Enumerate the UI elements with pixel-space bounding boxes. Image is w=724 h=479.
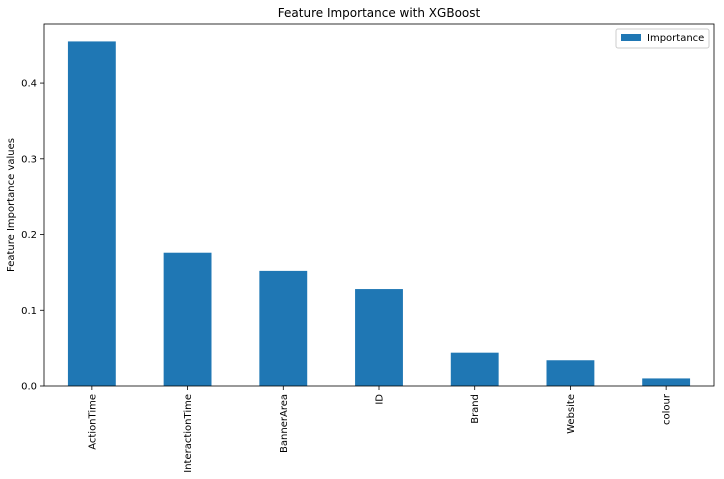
x-tick-label: colour — [662, 393, 673, 425]
legend-frame — [615, 28, 710, 49]
x-tick-label: BannerArea — [279, 394, 290, 453]
bar-bannerarea — [259, 270, 308, 386]
y-tick-label: 0.4 — [21, 79, 37, 90]
legend: Importance — [615, 28, 710, 49]
legend-label: Importance — [647, 33, 704, 44]
y-tick-label: 0.2 — [21, 230, 37, 241]
y-tick-label: 0.3 — [21, 154, 37, 165]
chart-title: Feature Importance with XGBoost — [278, 6, 481, 20]
y-tick-label: 0.1 — [21, 306, 37, 317]
bar-id — [355, 289, 403, 386]
bars-group — [67, 41, 691, 387]
bar-brand — [450, 352, 499, 386]
x-axis: ActionTime InteractionTime BannerArea ID Bra… — [87, 386, 673, 473]
legend-swatch — [621, 34, 641, 41]
bar-colour — [642, 378, 691, 386]
x-tick-label: Brand — [470, 394, 481, 424]
x-tick-label: ID — [375, 394, 386, 405]
x-tick-label: InteractionTime — [183, 394, 194, 473]
y-axis: 0.0 0.1 0.2 0.3 0.4 — [21, 79, 44, 393]
bar-interactiontime — [163, 252, 212, 386]
x-tick-label: ActionTime — [87, 394, 98, 450]
bar-website — [546, 360, 595, 386]
y-tick-label: 0.0 — [21, 382, 37, 393]
plot-frame — [43, 23, 715, 387]
y-axis-label: Feature Importance values — [6, 138, 17, 272]
x-tick-label: Website — [566, 394, 577, 434]
bar-actiontime — [67, 41, 116, 387]
